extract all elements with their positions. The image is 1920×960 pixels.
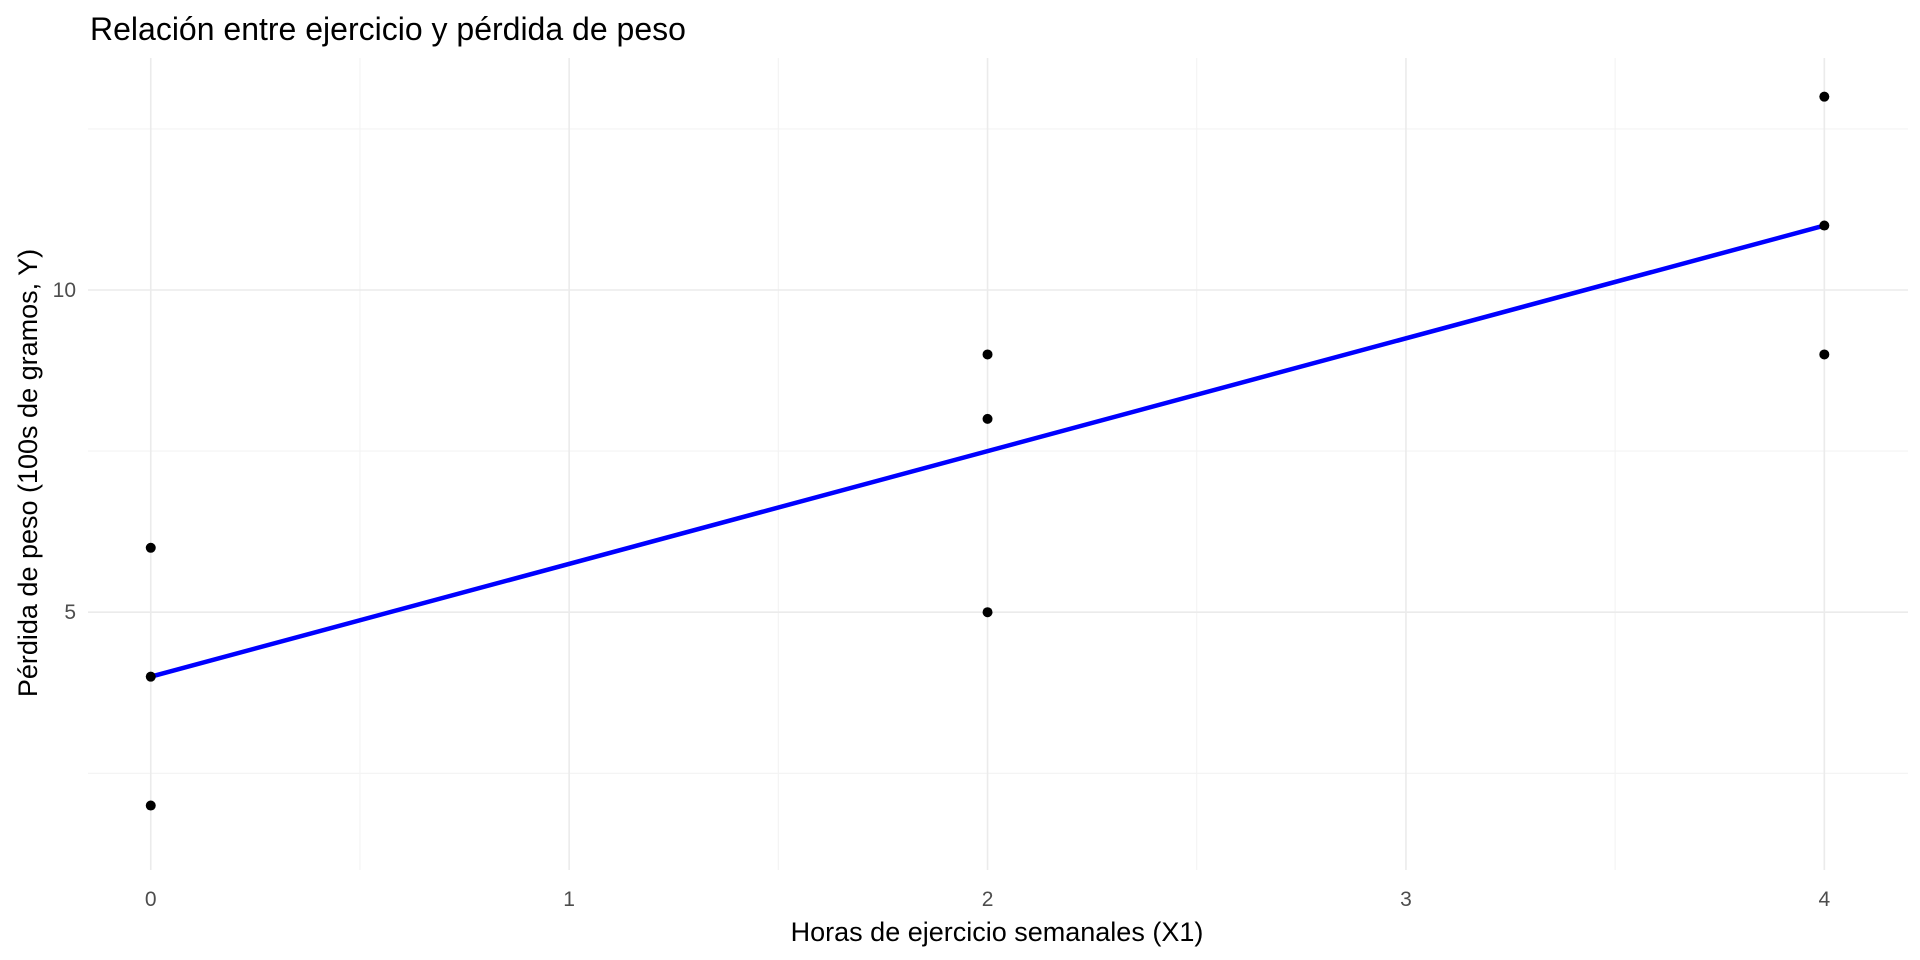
x-tick-label: 1 (563, 888, 575, 911)
data-point (1819, 91, 1830, 102)
data-point (982, 607, 993, 618)
grid (88, 58, 1908, 870)
x-tick-label: 4 (1818, 888, 1830, 911)
data-point (145, 542, 156, 553)
x-tick-label: 3 (1400, 888, 1412, 911)
data-point (982, 413, 993, 424)
x-tick-label: 2 (982, 888, 994, 911)
data-point (982, 349, 993, 360)
chart-title: Relación entre ejercicio y pérdida de pe… (90, 11, 686, 47)
x-axis-ticks: 0 1 2 3 4 (145, 888, 1831, 911)
data-point (1819, 220, 1830, 231)
y-axis-title: Pérdida de peso (100s de gramos, Y) (13, 249, 43, 697)
x-tick-label: 0 (145, 888, 157, 911)
data-point (145, 800, 156, 811)
y-tick-label: 10 (53, 279, 76, 302)
trend-line (148, 223, 1827, 679)
y-tick-label: 5 (64, 601, 76, 624)
data-point (1819, 349, 1830, 360)
points-layer (145, 91, 1830, 811)
data-point (145, 671, 156, 682)
x-axis-title: Horas de ejercicio semanales (X1) (791, 917, 1204, 947)
y-axis-ticks: 5 10 (53, 279, 76, 624)
trend-line-layer (148, 223, 1827, 679)
